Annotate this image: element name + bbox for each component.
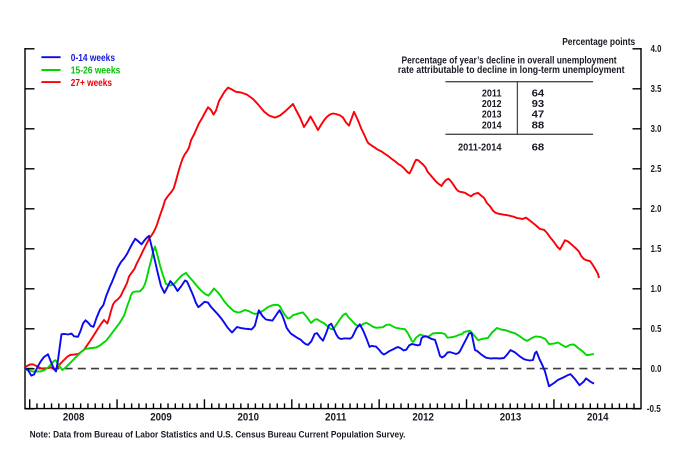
svg-text:0.5: 0.5 bbox=[651, 324, 662, 335]
svg-text:4.0: 4.0 bbox=[651, 44, 662, 55]
svg-text:2009: 2009 bbox=[150, 411, 172, 423]
svg-text:47: 47 bbox=[532, 110, 545, 121]
svg-text:93: 93 bbox=[532, 99, 545, 110]
svg-text:2008: 2008 bbox=[63, 411, 85, 423]
svg-text:2013: 2013 bbox=[482, 110, 502, 121]
svg-text:0-14 weeks: 0-14 weeks bbox=[71, 53, 116, 64]
svg-text:-0.5: -0.5 bbox=[647, 404, 661, 415]
svg-text:2013: 2013 bbox=[500, 411, 522, 423]
svg-text:1.5: 1.5 bbox=[651, 244, 662, 255]
svg-text:1.0: 1.0 bbox=[651, 284, 662, 295]
svg-text:2014: 2014 bbox=[482, 120, 502, 131]
svg-text:Note: Data from Bureau of Labo: Note: Data from Bureau of Labor Statisti… bbox=[30, 430, 406, 440]
svg-text:88: 88 bbox=[532, 120, 545, 131]
svg-text:2011: 2011 bbox=[325, 411, 347, 423]
svg-text:15-26 weeks: 15-26 weeks bbox=[71, 66, 121, 77]
svg-text:Percentage of year’s decline i: Percentage of year’s decline in overall … bbox=[402, 56, 618, 67]
svg-text:0.0: 0.0 bbox=[651, 364, 662, 375]
svg-text:2010: 2010 bbox=[238, 411, 260, 423]
svg-text:rate attributable to decline i: rate attributable to decline in long-ter… bbox=[398, 65, 625, 76]
svg-text:2012: 2012 bbox=[412, 411, 434, 423]
svg-text:27+ weeks: 27+ weeks bbox=[71, 78, 113, 89]
svg-text:3.5: 3.5 bbox=[651, 84, 662, 95]
svg-text:2011: 2011 bbox=[482, 88, 502, 99]
svg-text:2.0: 2.0 bbox=[651, 204, 662, 215]
svg-text:2014: 2014 bbox=[587, 411, 609, 423]
svg-text:2.5: 2.5 bbox=[651, 164, 662, 175]
svg-text:2011-2014: 2011-2014 bbox=[458, 143, 502, 154]
svg-text:2012: 2012 bbox=[482, 99, 502, 110]
svg-text:68: 68 bbox=[532, 143, 545, 154]
svg-text:3.0: 3.0 bbox=[651, 124, 662, 135]
svg-text:64: 64 bbox=[532, 88, 545, 99]
svg-text:Percentage points: Percentage points bbox=[562, 37, 635, 48]
